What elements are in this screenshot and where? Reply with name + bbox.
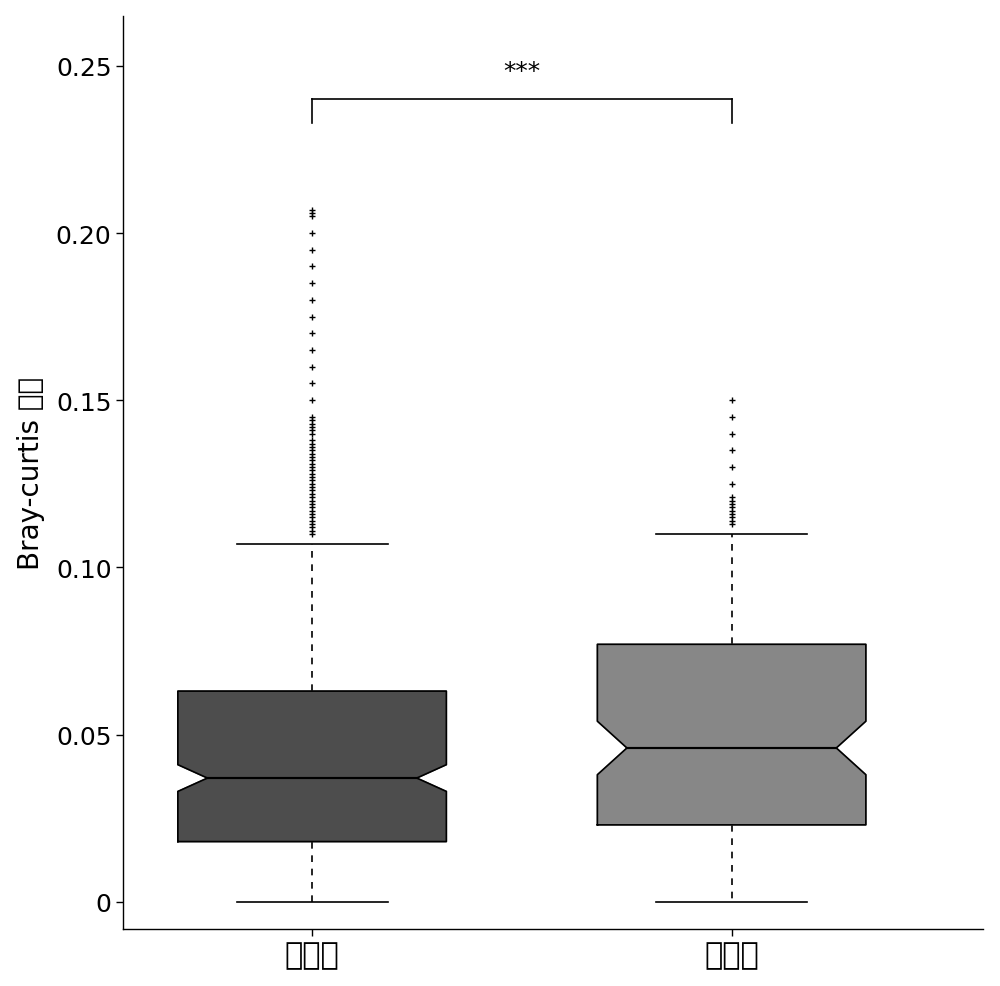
Text: ***: ***: [503, 59, 540, 84]
Y-axis label: Bray-curtis 距离: Bray-curtis 距离: [17, 376, 45, 569]
Polygon shape: [178, 691, 446, 842]
Polygon shape: [597, 645, 866, 825]
